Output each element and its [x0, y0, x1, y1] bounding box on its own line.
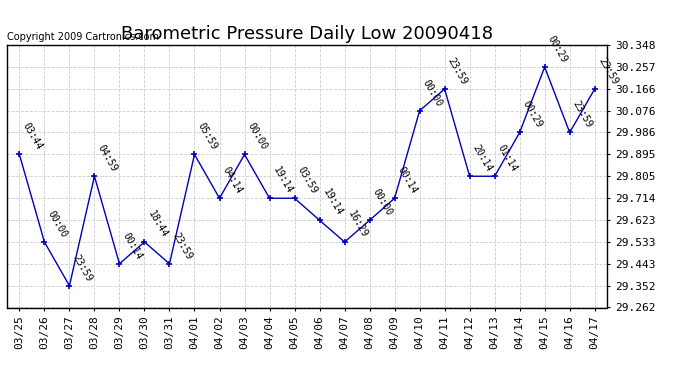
Text: 16:29: 16:29	[346, 209, 369, 239]
Text: 00:14: 00:14	[396, 165, 420, 195]
Text: 00:00: 00:00	[46, 209, 69, 239]
Text: 23:59: 23:59	[571, 99, 594, 130]
Text: 19:14: 19:14	[321, 187, 344, 218]
Text: Copyright 2009 Cartronics.com: Copyright 2009 Cartronics.com	[7, 32, 159, 42]
Text: 00:29: 00:29	[546, 34, 569, 64]
Text: 23:59: 23:59	[171, 231, 194, 261]
Text: 00:29: 00:29	[521, 99, 544, 130]
Text: 04:14: 04:14	[221, 165, 244, 195]
Title: Barometric Pressure Daily Low 20090418: Barometric Pressure Daily Low 20090418	[121, 26, 493, 44]
Text: 20:14: 20:14	[471, 143, 494, 174]
Text: 04:59: 04:59	[96, 143, 119, 174]
Text: 23:59: 23:59	[596, 56, 620, 86]
Text: 23:59: 23:59	[71, 252, 94, 283]
Text: 03:44: 03:44	[21, 121, 44, 152]
Text: 00:00: 00:00	[246, 121, 269, 152]
Text: 23:59: 23:59	[446, 56, 469, 86]
Text: 18:44: 18:44	[146, 209, 169, 239]
Text: 05:59: 05:59	[196, 121, 219, 152]
Text: 03:59: 03:59	[296, 165, 319, 195]
Text: 00:00: 00:00	[371, 187, 394, 218]
Text: 00:14: 00:14	[121, 231, 144, 261]
Text: 00:00: 00:00	[421, 78, 444, 108]
Text: 01:14: 01:14	[496, 143, 520, 174]
Text: 19:14: 19:14	[271, 165, 294, 195]
